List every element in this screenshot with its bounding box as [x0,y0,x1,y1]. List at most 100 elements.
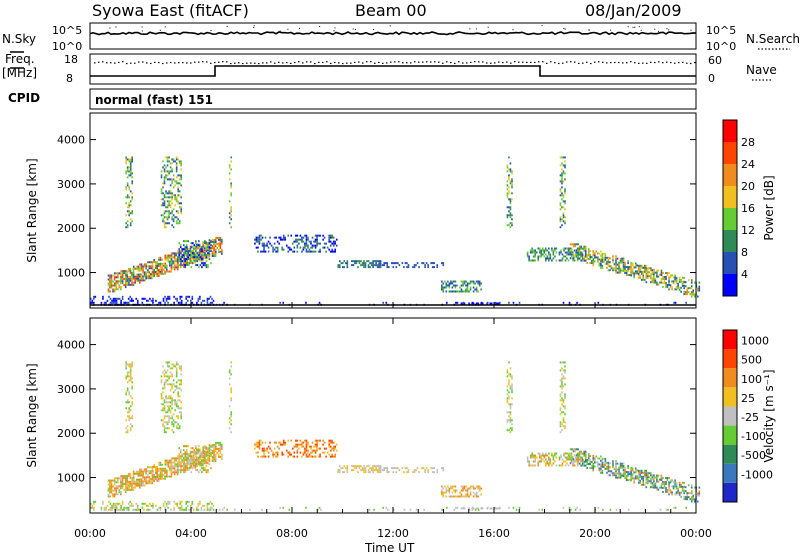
velocity-cell [128,484,130,487]
power-cell [668,280,670,283]
velocity-cell [564,383,566,386]
power-cell [257,240,259,243]
velocity-cell [162,423,164,426]
nave-dot [114,62,116,64]
power-cell [128,206,130,209]
power-cell [195,240,197,243]
velocity-cell [143,480,146,483]
velocity-cell [126,483,128,486]
power-cell [372,260,374,263]
velocity-cell [643,473,646,476]
velocity-cell [678,491,681,494]
power-cell [203,245,206,248]
power-cell [546,257,549,260]
velocity-cell [169,409,172,412]
velocity-cell [392,471,395,474]
velocity-cell [424,471,426,474]
velocity-cell [145,468,148,471]
nave-right-tick-top: 60 [708,54,722,67]
velocity-cell [665,482,667,485]
power-cell [216,236,219,239]
velocity-cell [332,449,335,452]
velocity-cell [393,508,395,511]
power-cell [686,293,689,296]
velocity-cell [120,475,122,478]
power-cell [203,247,206,250]
velocity-cell [109,483,111,486]
power-cell [177,190,179,193]
velocity-cell [340,467,343,470]
velocity-cell [602,508,604,511]
velocity-cell [121,479,124,482]
velocity-cell [332,441,335,444]
colorbar-tick-label: 12 [741,224,755,237]
power-cell [627,260,629,263]
colorbar-swatch [723,349,737,369]
power-cell [188,262,191,265]
nave-dot [682,61,684,64]
power-cell [107,290,110,293]
velocity-cell [386,467,389,470]
velocity-cell [197,456,200,459]
velocity-cell [120,487,122,490]
power-cell [166,204,169,207]
power-cell [296,240,299,243]
power-cell [124,278,127,281]
power-cell [172,220,175,223]
power-cell [180,164,182,167]
velocity-cell [173,508,175,511]
power-cell [584,250,587,253]
power-cell [615,255,617,258]
velocity-cell [258,439,261,442]
velocity-cell [668,485,670,488]
y-tick-label: 2000 [57,427,85,440]
velocity-cell [481,507,484,510]
power-cell [206,297,209,300]
velocity-cell [607,474,610,477]
velocity-cell [612,472,614,475]
power-cell [214,248,217,251]
velocity-cell [126,401,129,404]
power-cell [93,295,95,298]
velocity-cell [192,457,194,460]
velocity-cell [331,453,333,456]
velocity-cell [173,469,176,472]
power-cell [177,222,179,225]
power-cell [213,251,215,254]
velocity-cell [127,506,130,509]
velocity-cell [151,470,154,473]
power-cell [528,257,530,260]
velocity-cell [178,427,181,430]
power-cell [597,256,599,259]
power-cell [166,156,169,159]
power-cell [624,268,626,271]
power-cell [316,240,318,243]
power-cell [177,194,179,197]
power-cell [621,257,623,260]
velocity-cell [151,482,154,485]
velocity-cell [165,502,168,505]
power-cell [651,271,654,274]
power-cell [162,166,164,169]
power-cell [445,290,448,293]
power-cell [386,262,389,265]
velocity-cell [126,508,128,511]
velocity-cell [329,455,332,458]
velocity-cell [364,469,367,472]
power-cell [182,252,185,255]
power-cell [697,287,699,290]
velocity-cell [573,454,576,457]
velocity-cell [537,460,540,463]
power-cell [128,269,130,272]
nave-dot [210,62,212,64]
power-cell [129,299,131,302]
nave-dot [162,62,164,65]
velocity-cell [469,493,472,496]
velocity-cell [508,391,510,394]
power-cell [648,275,651,278]
velocity-cell [124,481,127,484]
power-cell [465,284,467,287]
power-cell [538,251,541,254]
velocity-cell [580,464,582,467]
velocity-cell [184,458,187,461]
